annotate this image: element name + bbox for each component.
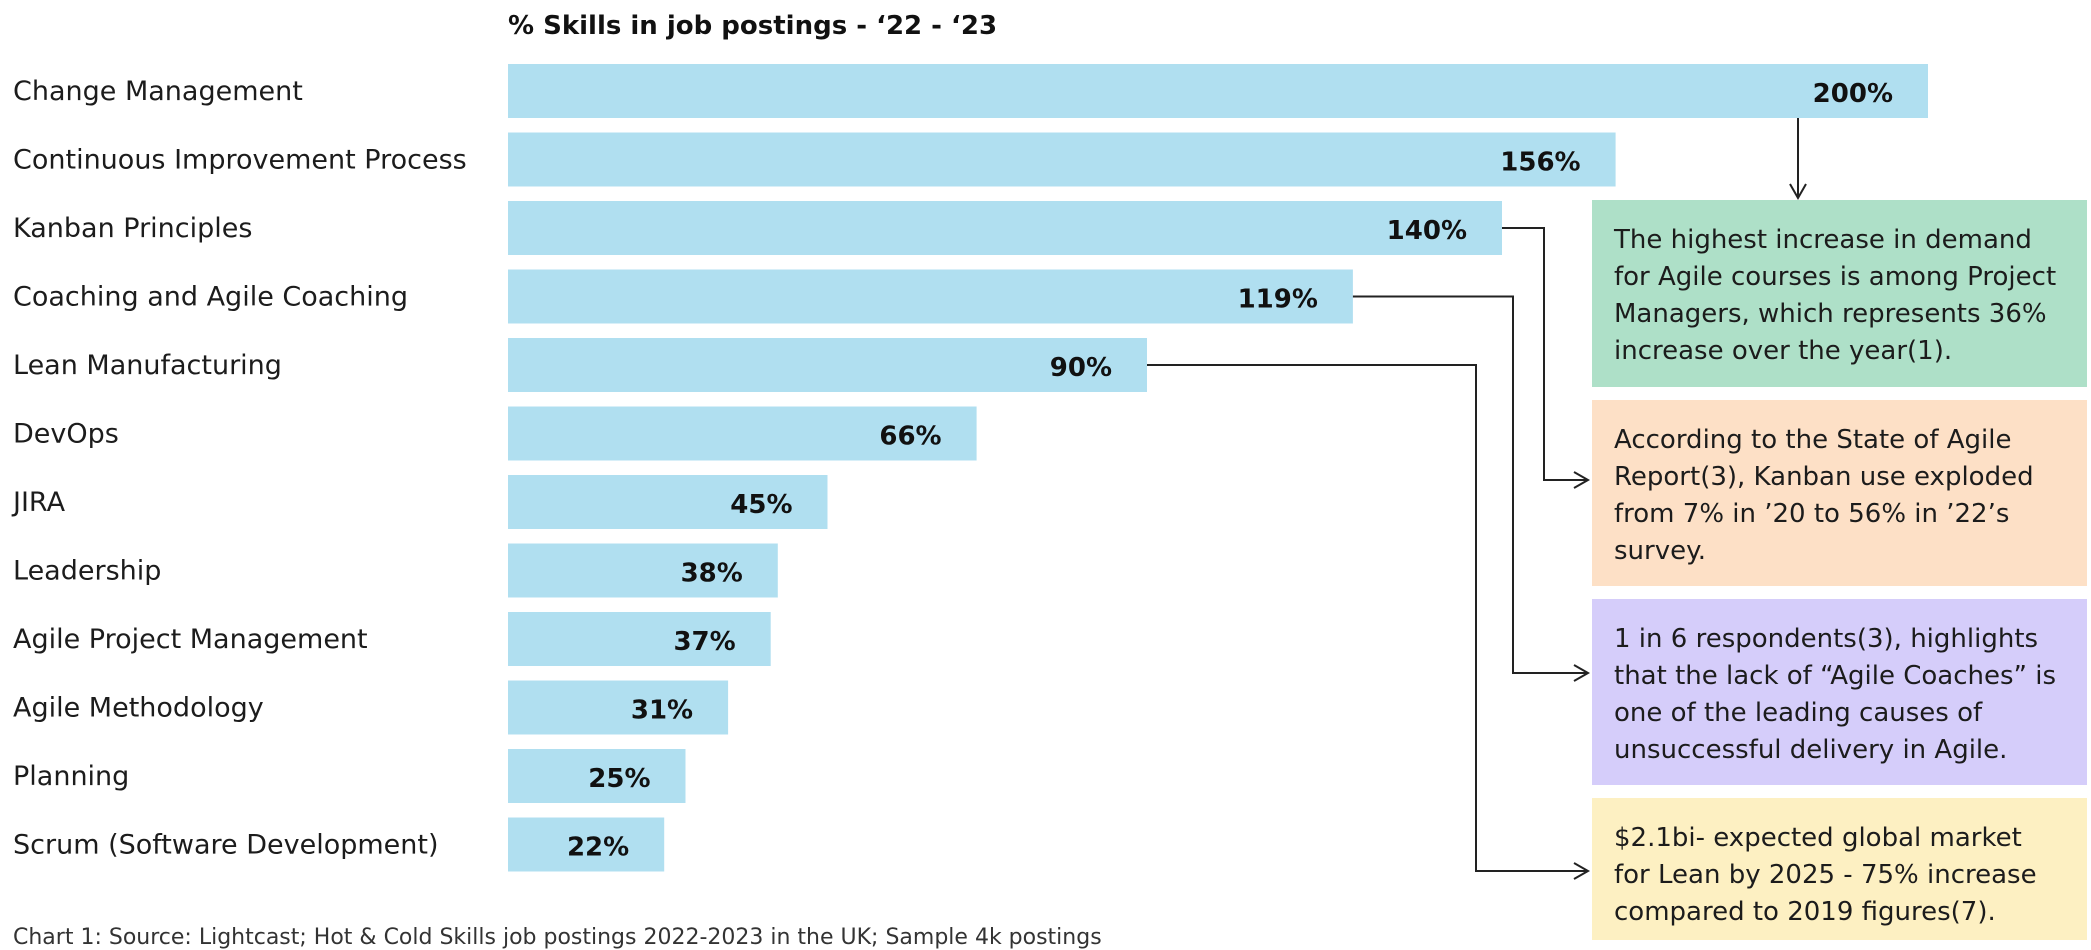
category-label-agile-project-management: Agile Project Management xyxy=(13,624,368,655)
arrow-lean-market xyxy=(1573,862,1591,880)
value-label-coaching-and-agile-coaching: 119% xyxy=(1238,285,1318,315)
annotation-lean-market: $2.1bi- expected global market for Lean … xyxy=(1592,798,2087,940)
connector-lean-market xyxy=(1147,364,1588,872)
bar-change-management xyxy=(508,64,1928,118)
value-label-agile-methodology: 31% xyxy=(631,696,693,726)
annotation-kanban: According to the State of Agile Report(3… xyxy=(1592,400,2087,586)
bar-planning xyxy=(508,749,686,803)
arrow-kanban xyxy=(1573,471,1591,489)
bar-kanban-principles xyxy=(508,201,1502,255)
value-label-agile-project-management: 37% xyxy=(673,627,735,657)
arrow-pm-demand xyxy=(1789,183,1807,201)
category-label-leadership: Leadership xyxy=(13,556,161,587)
bar-coaching-and-agile-coaching xyxy=(508,269,1353,324)
bar-agile-project-management xyxy=(508,612,771,666)
category-label-planning: Planning xyxy=(13,761,129,792)
bar-devops xyxy=(508,406,977,461)
bar-lean-manufacturing xyxy=(508,338,1147,392)
annotation-agile-coaches: 1 in 6 respondents(3), highlights that t… xyxy=(1592,599,2087,785)
chart-title: % Skills in job postings - ‘22 - ‘23 xyxy=(508,11,997,41)
bars-layer: Change Management 200% Continuous Improvem… xyxy=(11,64,1928,872)
chart-source: Chart 1: Source: Lightcast; Hot & Cold S… xyxy=(13,925,1102,950)
value-label-scrum-software-development: 22% xyxy=(567,833,629,863)
value-label-jira: 45% xyxy=(730,490,792,520)
annotation-pm-demand: The highest increase in demand for Agile… xyxy=(1592,200,2087,387)
category-label-continuous-improvement-process: Continuous Improvement Process xyxy=(13,145,467,176)
value-label-change-management: 200% xyxy=(1813,79,1893,109)
value-label-continuous-improvement-process: 156% xyxy=(1500,148,1580,178)
value-label-lean-manufacturing: 90% xyxy=(1050,353,1112,383)
category-label-scrum-software-development: Scrum (Software Development) xyxy=(13,830,439,861)
category-label-change-management: Change Management xyxy=(13,76,303,107)
bar-leadership xyxy=(508,543,778,598)
arrow-agile-coaches xyxy=(1573,664,1591,682)
bar-agile-methodology xyxy=(508,680,729,735)
value-label-leadership: 38% xyxy=(681,559,743,589)
value-label-planning: 25% xyxy=(588,764,650,794)
bar-continuous-improvement-process xyxy=(508,132,1616,187)
connectors-layer xyxy=(1147,118,1807,880)
category-label-lean-manufacturing: Lean Manufacturing xyxy=(13,350,282,381)
connector-kanban xyxy=(1502,227,1588,481)
value-label-kanban-principles: 140% xyxy=(1387,216,1467,246)
category-label-jira: JIRA xyxy=(11,487,66,518)
bar-jira xyxy=(508,475,828,529)
category-label-kanban-principles: Kanban Principles xyxy=(13,213,252,244)
connector-agile-coaches xyxy=(1352,295,1588,674)
category-label-agile-methodology: Agile Methodology xyxy=(13,693,264,724)
category-label-devops: DevOps xyxy=(13,419,119,450)
bar-scrum-software-development xyxy=(508,817,665,872)
category-label-coaching-and-agile-coaching: Coaching and Agile Coaching xyxy=(13,282,408,313)
value-label-devops: 66% xyxy=(879,422,941,452)
